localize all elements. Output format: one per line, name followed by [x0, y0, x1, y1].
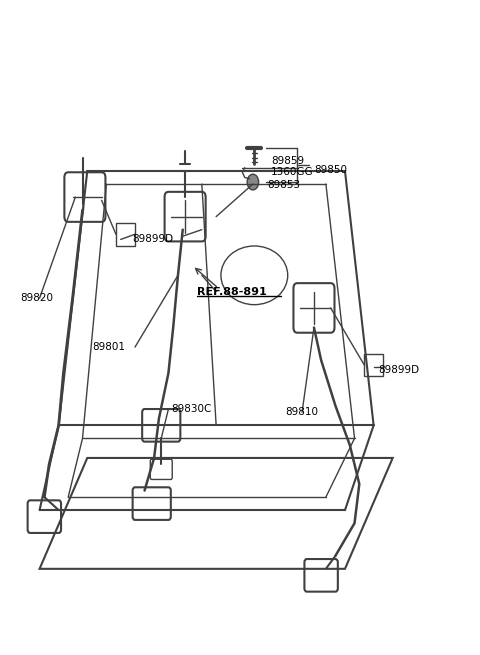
Text: 89801: 89801 — [92, 342, 125, 352]
Text: 1360GG: 1360GG — [271, 167, 313, 178]
Text: 89820: 89820 — [21, 293, 53, 303]
Text: REF.88-891: REF.88-891 — [197, 287, 267, 297]
Text: 89899D: 89899D — [132, 234, 174, 244]
Circle shape — [247, 174, 259, 190]
Text: 89899D: 89899D — [378, 365, 420, 375]
Text: 89810: 89810 — [285, 407, 318, 417]
Text: 89850: 89850 — [314, 164, 347, 175]
Text: 89853: 89853 — [268, 180, 301, 191]
Text: 89830C: 89830C — [171, 404, 211, 414]
Text: 89859: 89859 — [271, 156, 304, 166]
